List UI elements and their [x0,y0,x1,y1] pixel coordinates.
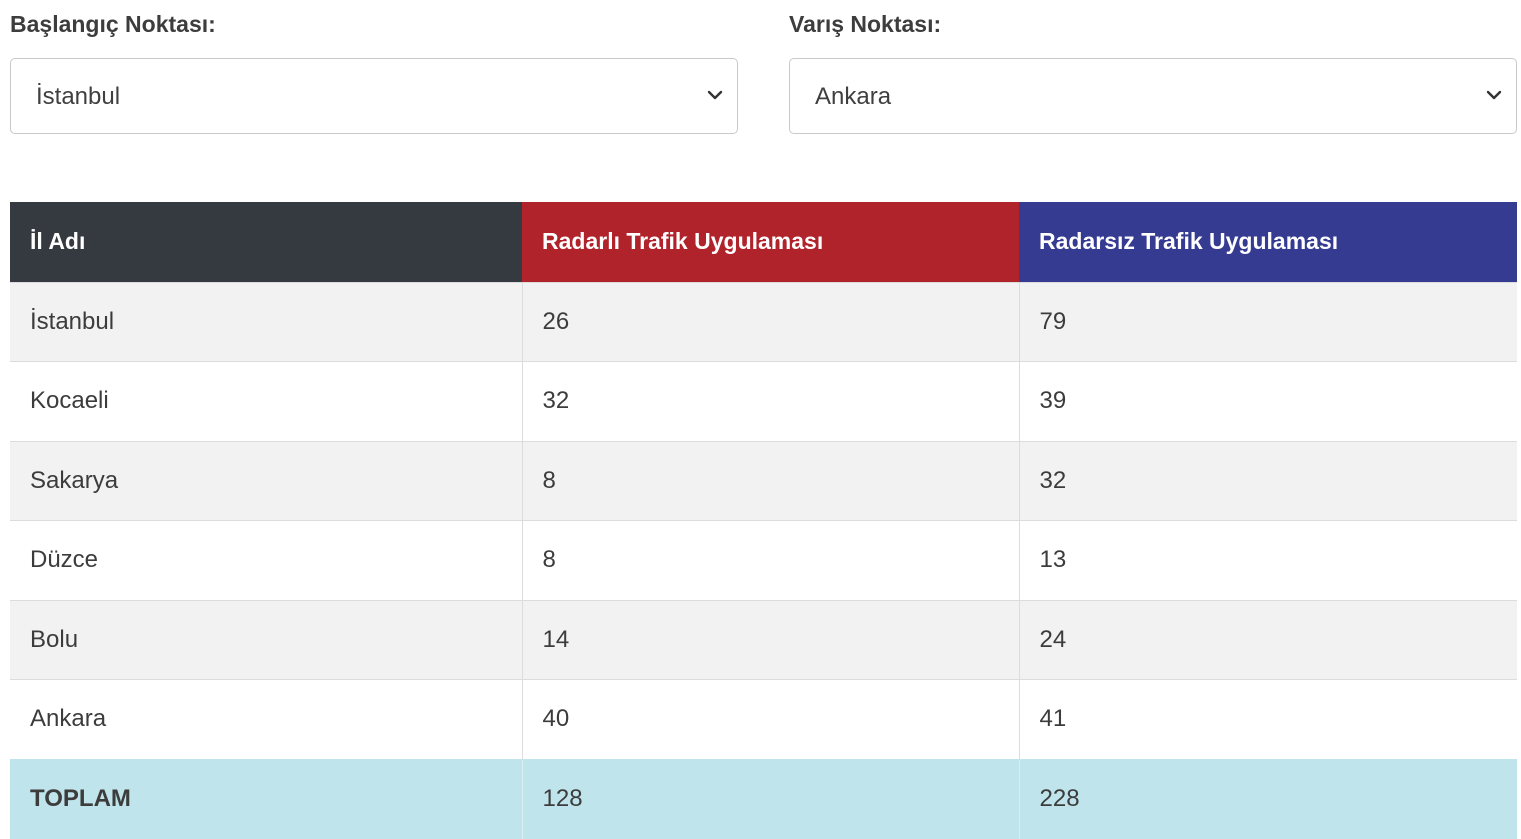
header-no-radar[interactable]: Radarsız Trafik Uygulaması [1019,202,1517,282]
table-header-row: İl Adı Radarlı Trafik Uygulaması Radarsı… [10,202,1517,282]
traffic-table: İl Adı Radarlı Trafik Uygulaması Radarsı… [10,202,1517,839]
cell-province: Ankara [10,679,522,759]
cell-radar: 26 [521,281,1019,362]
end-point-value: Ankara [815,83,892,110]
cell-no-radar: 79 [1018,281,1517,362]
cell-no-radar: 24 [1018,599,1517,680]
table-row: İstanbul 26 79 [10,281,1517,362]
start-point-select[interactable]: İstanbul [10,58,738,134]
total-row: TOPLAM 128 228 [10,758,1517,839]
header-province[interactable]: İl Adı [10,202,522,282]
table-row: Ankara 40 41 [10,679,1517,759]
cell-province: Bolu [10,599,522,680]
cell-no-radar: 41 [1018,679,1517,759]
cell-radar: 32 [521,361,1019,441]
total-no-radar: 228 [1018,758,1517,839]
cell-radar: 8 [521,440,1019,521]
start-point-value: İstanbul [36,83,121,110]
cell-no-radar: 13 [1018,520,1517,600]
end-point-label: Varış Noktası: [789,11,942,37]
table-row: Düzce 8 13 [10,520,1517,600]
end-point-select[interactable]: Ankara [789,58,1517,134]
cell-no-radar: 39 [1018,361,1517,441]
table-row: Sakarya 8 32 [10,440,1517,521]
cell-province: İstanbul [10,281,522,362]
cell-radar: 14 [521,599,1019,680]
cell-radar: 8 [521,520,1019,600]
chevron-down-icon [707,90,723,100]
start-point-label: Başlangıç Noktası: [10,11,216,37]
table-row: Kocaeli 32 39 [10,361,1517,441]
cell-radar: 40 [521,679,1019,759]
table-row: Bolu 14 24 [10,599,1517,680]
total-label: TOPLAM [10,758,522,839]
cell-province: Sakarya [10,440,522,521]
total-radar: 128 [521,758,1019,839]
chevron-down-icon [1486,90,1502,100]
cell-province: Kocaeli [10,361,522,441]
header-radar[interactable]: Radarlı Trafik Uygulaması [522,202,1019,282]
cell-no-radar: 32 [1018,440,1517,521]
cell-province: Düzce [10,520,522,600]
